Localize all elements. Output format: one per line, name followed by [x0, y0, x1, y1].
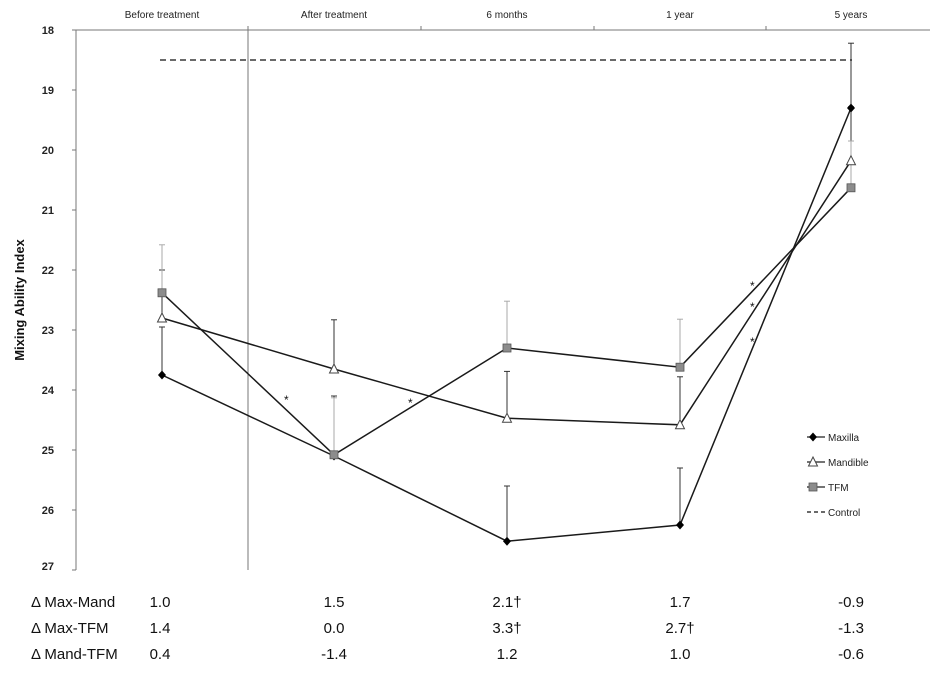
- legend-item-control: Control: [807, 508, 860, 519]
- difference-value: -1.3: [838, 620, 864, 637]
- difference-row: Δ Max-TFM 1.4 0.0 3.3† 2.7† -1.3: [0, 618, 930, 644]
- y-tick-labels: 18 19 20 21 22 23 24 25 26 27: [42, 25, 55, 573]
- marker-mandible: [328, 362, 340, 374]
- y-tick-label: 23: [42, 325, 54, 337]
- difference-table: Δ Max-Mand 1.0 1.5 2.1† 1.7 -0.9 Δ Max-TFM 1.4 0…: [0, 592, 930, 670]
- significance-star: *: [750, 335, 755, 349]
- marker-mandible: [156, 311, 168, 323]
- marker-tfm: [329, 450, 339, 460]
- difference-value: 1.7: [669, 594, 691, 611]
- marker-maxilla: [847, 103, 855, 113]
- marker-tfm: [675, 362, 685, 372]
- legend-label: Control: [828, 508, 860, 519]
- marker-maxilla: [503, 536, 511, 546]
- y-tick-label: 22: [42, 265, 54, 277]
- axes: [72, 26, 930, 571]
- difference-value: 1.4: [149, 620, 171, 637]
- series-markers: [156, 103, 857, 546]
- difference-value: 1.0: [149, 594, 171, 611]
- difference-value: 2.7†: [665, 620, 695, 637]
- difference-value: 3.3†: [492, 620, 522, 637]
- significance-star: *: [408, 396, 413, 410]
- legend-label: Maxilla: [828, 433, 860, 444]
- legend-marker: [808, 482, 818, 492]
- difference-row: Δ Mand-TFM 0.4 -1.4 1.2 1.0 -0.6: [0, 644, 930, 670]
- y-tick-label: 19: [42, 85, 54, 97]
- difference-value: -0.6: [838, 646, 864, 663]
- category-labels: Before treatment After treatment 6 months 1…: [125, 10, 868, 21]
- significance-star: *: [750, 300, 755, 314]
- difference-row-label: Δ Max-TFM: [31, 620, 109, 637]
- marker-tfm: [502, 343, 512, 353]
- legend-item-mandible: Mandible: [807, 455, 869, 469]
- category-label: 1 year: [666, 10, 694, 21]
- significance-star: *: [284, 393, 289, 407]
- legend-label: TFM: [828, 483, 849, 494]
- marker-tfm: [846, 183, 856, 193]
- difference-row-label: Δ Max-Mand: [31, 594, 116, 611]
- category-label: 5 years: [835, 10, 868, 21]
- y-tick-label: 24: [42, 385, 55, 397]
- y-axis-title: Mixing Ability Index: [12, 238, 27, 360]
- y-tick-label: 18: [42, 25, 54, 37]
- legend-label: Mandible: [828, 458, 869, 469]
- marker-tfm: [157, 288, 167, 298]
- error-bars: [159, 42, 854, 542]
- y-tick-label: 21: [42, 205, 54, 217]
- marker-maxilla: [676, 520, 684, 530]
- legend-item-maxilla: Maxilla: [807, 432, 860, 444]
- marker-mandible: [674, 418, 686, 430]
- significance-annotations: * * * * *: [284, 279, 755, 410]
- difference-value: 1.5: [323, 594, 345, 611]
- difference-value: 0.4: [149, 646, 171, 663]
- difference-value: 2.1†: [492, 594, 522, 611]
- legend-marker: [809, 432, 817, 442]
- y-tick-label: 25: [42, 445, 54, 457]
- marker-mandible: [501, 412, 513, 423]
- significance-star: *: [750, 279, 755, 293]
- marker-maxilla: [158, 370, 166, 380]
- legend-item-tfm: TFM: [807, 482, 849, 494]
- y-tick-label: 20: [42, 145, 54, 157]
- category-label: Before treatment: [125, 10, 200, 21]
- y-tick-label: 27: [42, 561, 54, 573]
- difference-value: 0.0: [323, 620, 345, 637]
- difference-row: Δ Max-Mand 1.0 1.5 2.1† 1.7 -0.9: [0, 592, 930, 618]
- difference-value: 1.2: [496, 646, 518, 663]
- y-tick-label: 26: [42, 505, 54, 517]
- difference-row-label: Δ Mand-TFM: [31, 646, 118, 663]
- difference-value: -1.4: [321, 646, 347, 663]
- category-label: 6 months: [486, 10, 527, 21]
- legend: Maxilla Mandible TFM Control: [807, 432, 869, 519]
- difference-value: -0.9: [838, 594, 864, 611]
- legend-marker: [807, 455, 819, 467]
- difference-value: 1.0: [669, 646, 691, 663]
- category-label: After treatment: [301, 10, 367, 21]
- marker-mandible: [845, 154, 857, 166]
- line-chart: Mixing Ability Index Before treatment Aft…: [12, 10, 930, 573]
